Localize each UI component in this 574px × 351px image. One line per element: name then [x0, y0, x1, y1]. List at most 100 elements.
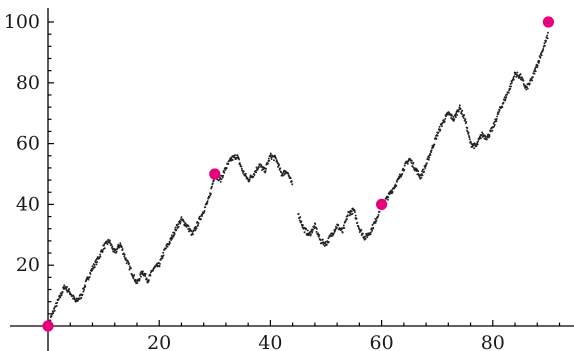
series-dot — [91, 269, 94, 272]
series-dot — [322, 243, 325, 246]
series-dot — [354, 211, 356, 214]
series-dot — [133, 273, 136, 276]
series-dot — [50, 315, 53, 317]
highlight-marker — [542, 16, 555, 28]
series-dot — [206, 200, 209, 203]
series-dot — [279, 167, 282, 170]
series-dot — [260, 164, 263, 166]
series-dot — [65, 287, 68, 290]
series-dot — [248, 179, 251, 182]
series-dot — [309, 233, 312, 236]
series-dot — [197, 222, 200, 225]
series-dot — [406, 162, 409, 165]
series-dot — [62, 286, 65, 288]
series-dot — [540, 54, 543, 57]
series-dot — [81, 293, 84, 296]
series-dot — [162, 251, 165, 254]
series-dot — [96, 261, 99, 264]
series-dot — [513, 75, 516, 78]
series-dot — [305, 227, 308, 230]
series-dot — [248, 178, 251, 181]
series-dot — [227, 163, 230, 165]
series-dot — [369, 233, 372, 236]
series-dot — [344, 220, 347, 222]
series-dot — [53, 307, 56, 309]
series-dot — [456, 114, 459, 117]
series-dot — [147, 280, 150, 283]
series-dot — [546, 34, 549, 37]
series-dot — [341, 231, 344, 234]
series-dot — [182, 220, 185, 223]
series-dot — [57, 298, 60, 301]
series-dot — [545, 39, 547, 42]
series-dot — [446, 113, 449, 116]
series-dot — [194, 229, 197, 232]
series-dot — [497, 111, 500, 114]
series-dot — [393, 187, 396, 190]
series-dot — [149, 271, 152, 274]
series-dot — [317, 235, 320, 238]
series-dot — [103, 244, 105, 247]
series-dot — [455, 112, 458, 115]
series-dot — [313, 225, 316, 228]
series-dot — [194, 225, 197, 228]
series-dot — [420, 176, 423, 179]
series-dot — [459, 108, 462, 110]
series-dot — [287, 172, 290, 175]
series-dot — [528, 82, 531, 85]
series-dot — [510, 81, 513, 84]
series-dot — [72, 294, 75, 297]
series-dot — [239, 163, 242, 166]
series-dot — [346, 218, 348, 221]
series-dot — [311, 231, 314, 234]
series-dot — [95, 263, 98, 266]
series-dot — [59, 295, 62, 298]
series-dot — [351, 212, 354, 215]
series-dot — [462, 116, 465, 119]
series-dot — [425, 162, 428, 165]
series-dot — [141, 271, 144, 274]
series-dot — [321, 238, 324, 241]
series-dot — [220, 178, 223, 181]
series-dot — [264, 170, 267, 172]
series-dot — [458, 104, 461, 107]
series-dot — [158, 265, 161, 268]
series-dot — [441, 125, 443, 128]
series-dot — [410, 159, 413, 162]
series-dot — [318, 234, 321, 236]
series-dot — [444, 117, 447, 120]
series-dot — [468, 136, 471, 139]
series-dot — [63, 284, 66, 287]
series-dot — [161, 255, 164, 258]
series-dot — [423, 170, 426, 173]
series-dot — [275, 157, 277, 160]
series-dot — [371, 224, 374, 226]
series-dot — [485, 138, 488, 140]
plot-area — [42, 16, 555, 332]
series-dot — [134, 280, 137, 283]
series-dot — [125, 262, 128, 265]
series-dot — [60, 292, 63, 295]
series-dot — [147, 279, 150, 282]
series-dot — [303, 231, 306, 234]
series-dot — [255, 166, 258, 169]
series-dot — [231, 159, 234, 161]
series-dot — [127, 261, 130, 264]
series-dot — [190, 230, 193, 233]
series-dot — [436, 134, 439, 137]
series-dot — [277, 162, 280, 165]
series-dot — [124, 257, 127, 260]
series-dot — [253, 173, 256, 176]
series-dot — [107, 238, 110, 241]
series-dot — [300, 220, 303, 223]
series-dot — [534, 70, 537, 73]
series-dot — [516, 71, 519, 74]
series-dot — [93, 266, 96, 268]
series-dot — [356, 221, 359, 224]
series-dot — [364, 237, 367, 240]
series-dot — [289, 177, 292, 180]
series-dot — [484, 135, 487, 138]
series-dot — [168, 243, 171, 246]
series-dot — [222, 174, 225, 177]
